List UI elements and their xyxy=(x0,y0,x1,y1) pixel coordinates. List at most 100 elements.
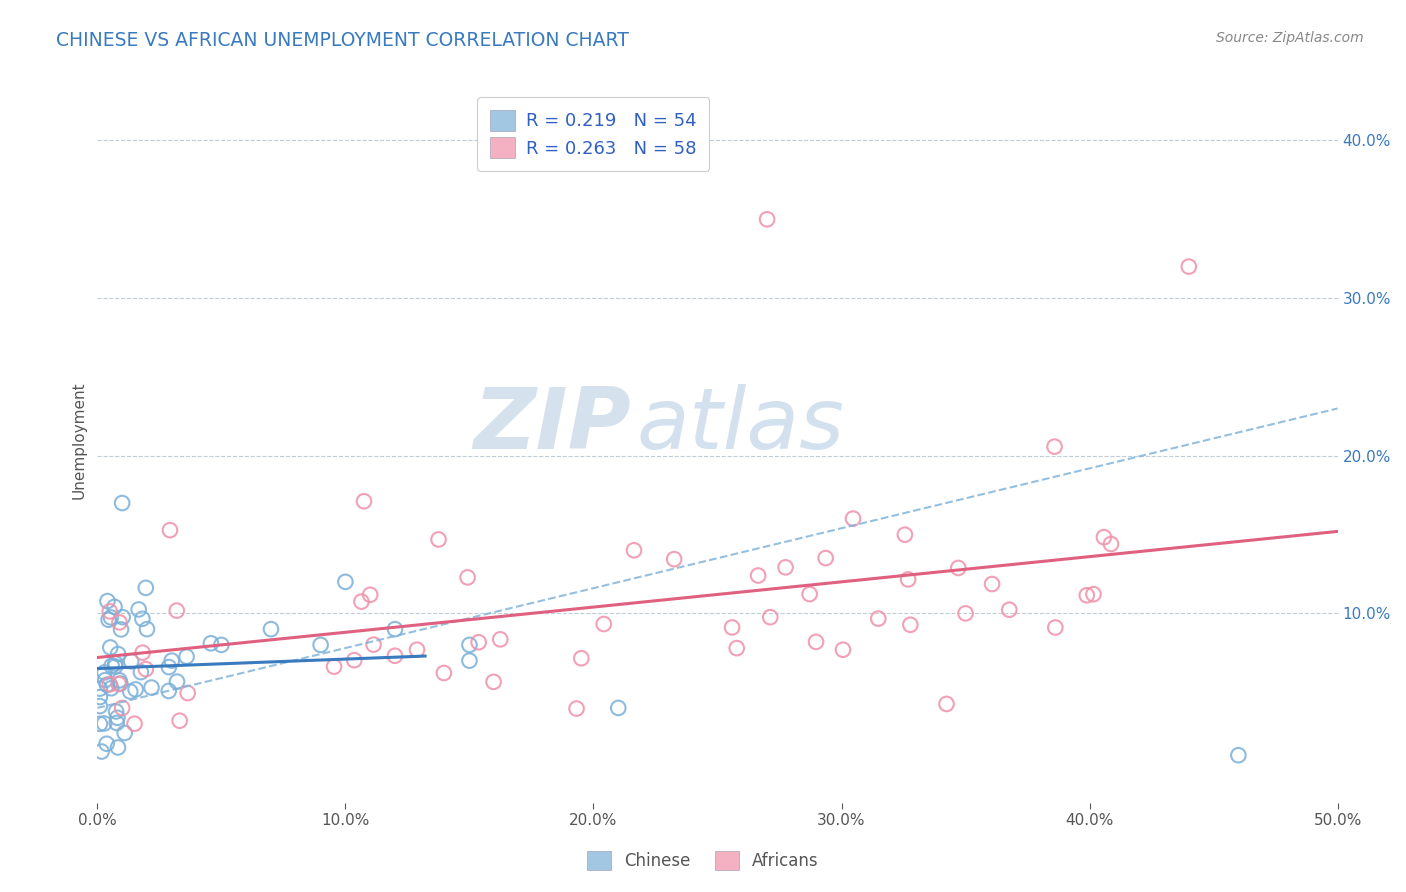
Point xyxy=(775,560,797,574)
Point xyxy=(623,543,645,558)
Point xyxy=(721,620,744,634)
Point xyxy=(842,511,865,525)
Point xyxy=(894,527,917,541)
Point xyxy=(756,212,779,227)
Point xyxy=(759,610,782,624)
Point xyxy=(136,622,159,636)
Point xyxy=(592,617,614,632)
Point xyxy=(100,610,122,624)
Point xyxy=(935,697,957,711)
Point xyxy=(111,610,134,624)
Point xyxy=(169,714,191,728)
Point xyxy=(981,577,1004,591)
Point xyxy=(159,523,181,537)
Point xyxy=(747,568,769,582)
Point xyxy=(1083,587,1105,601)
Point xyxy=(832,642,855,657)
Point xyxy=(105,705,128,719)
Point xyxy=(433,665,456,680)
Point xyxy=(998,603,1021,617)
Point xyxy=(96,737,118,751)
Point xyxy=(89,717,111,731)
Point xyxy=(107,711,129,725)
Point xyxy=(96,678,118,692)
Point xyxy=(107,740,129,755)
Point xyxy=(799,587,821,601)
Point xyxy=(457,570,479,584)
Point xyxy=(350,594,373,608)
Point xyxy=(131,646,153,660)
Point xyxy=(104,657,127,671)
Point xyxy=(135,662,157,676)
Legend: Chinese, Africans: Chinese, Africans xyxy=(581,844,825,877)
Point xyxy=(100,681,122,696)
Y-axis label: Unemployment: Unemployment xyxy=(72,381,86,499)
Point xyxy=(804,635,827,649)
Point xyxy=(111,701,134,715)
Point xyxy=(607,701,630,715)
Point xyxy=(343,653,366,667)
Point xyxy=(89,690,111,704)
Point xyxy=(141,681,163,695)
Point xyxy=(93,665,115,680)
Point xyxy=(209,638,232,652)
Point xyxy=(89,681,111,696)
Point xyxy=(1045,620,1067,634)
Point xyxy=(1227,748,1250,763)
Point xyxy=(955,607,977,621)
Point xyxy=(100,658,122,673)
Point xyxy=(114,726,136,740)
Point xyxy=(814,551,837,566)
Point xyxy=(569,651,592,665)
Point xyxy=(98,677,121,691)
Point xyxy=(384,622,406,636)
Point xyxy=(129,665,152,680)
Text: atlas: atlas xyxy=(637,384,845,467)
Point xyxy=(110,623,132,637)
Point xyxy=(406,642,429,657)
Point xyxy=(110,676,132,690)
Point xyxy=(176,649,198,664)
Point xyxy=(467,635,489,649)
Point xyxy=(120,684,142,698)
Point xyxy=(157,684,180,698)
Legend: R = 0.219   N = 54, R = 0.263   N = 58: R = 0.219 N = 54, R = 0.263 N = 58 xyxy=(478,97,710,170)
Point xyxy=(103,599,125,614)
Point xyxy=(458,638,481,652)
Point xyxy=(131,612,153,626)
Point xyxy=(725,641,748,656)
Point xyxy=(160,654,183,668)
Point xyxy=(309,638,332,652)
Point xyxy=(105,715,128,730)
Point xyxy=(353,494,375,508)
Point xyxy=(359,588,381,602)
Point xyxy=(124,682,146,697)
Point xyxy=(868,612,890,626)
Point xyxy=(565,701,588,715)
Point xyxy=(458,654,481,668)
Point xyxy=(200,636,222,650)
Point xyxy=(98,604,121,618)
Point xyxy=(384,648,406,663)
Point xyxy=(489,632,512,647)
Point xyxy=(1099,537,1122,551)
Point xyxy=(108,673,131,688)
Point xyxy=(107,677,129,691)
Point xyxy=(89,699,111,714)
Point xyxy=(1043,440,1066,454)
Point xyxy=(427,533,450,547)
Point xyxy=(1178,260,1201,274)
Point xyxy=(157,660,180,674)
Point xyxy=(166,604,188,618)
Point xyxy=(108,615,131,630)
Point xyxy=(104,659,127,673)
Point xyxy=(176,686,198,700)
Point xyxy=(323,659,346,673)
Point xyxy=(662,552,685,566)
Point xyxy=(897,573,920,587)
Point xyxy=(948,561,970,575)
Point xyxy=(94,673,117,688)
Point xyxy=(98,640,121,655)
Text: CHINESE VS AFRICAN UNEMPLOYMENT CORRELATION CHART: CHINESE VS AFRICAN UNEMPLOYMENT CORRELAT… xyxy=(56,31,628,50)
Point xyxy=(363,638,385,652)
